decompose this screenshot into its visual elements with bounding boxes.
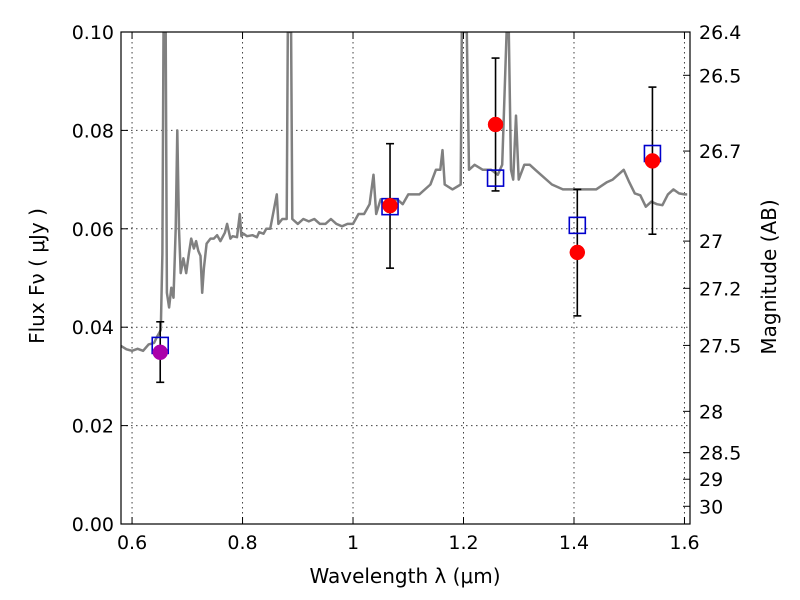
y2-tick-label: 27.2 bbox=[699, 278, 741, 300]
y-tick-label: 0.06 bbox=[72, 219, 114, 241]
y2-tick-label: 28 bbox=[699, 401, 723, 423]
y2-tick-label: 26.4 bbox=[699, 22, 741, 44]
y2-tick-label: 27.5 bbox=[699, 335, 741, 357]
x-tick-label: 0.8 bbox=[227, 532, 257, 554]
spectrum-line bbox=[121, 32, 688, 353]
errorbar-series bbox=[156, 57, 657, 384]
x-tick-label: 1.4 bbox=[559, 532, 589, 554]
x-axis-title: Wavelength λ (μm) bbox=[309, 564, 500, 588]
plot-frame bbox=[120, 31, 691, 525]
observed-point bbox=[487, 116, 504, 133]
y2-axis-title: Magnitude (AB) bbox=[757, 199, 781, 354]
x-tick-label: 1.2 bbox=[448, 532, 478, 554]
grid-lines bbox=[121, 31, 690, 525]
model-square bbox=[486, 169, 505, 187]
y2-tick-label: 26.7 bbox=[699, 141, 741, 163]
y-axis-title: Flux Fν ( μJy ) bbox=[25, 208, 49, 344]
tick-labels: 0.6 0.8 1 1.2 1.4 1.6 0.00 0.02 0.04 0.06 0.08 0.10… bbox=[72, 22, 742, 554]
axis-ticks bbox=[121, 31, 690, 525]
y-tick-label: 0.02 bbox=[72, 416, 114, 438]
observed-point bbox=[569, 244, 586, 261]
y-tick-label: 0.10 bbox=[72, 22, 114, 44]
y-tick-label: 0.00 bbox=[72, 514, 114, 536]
spectrum-series bbox=[121, 32, 688, 353]
y2-tick-label: 26.5 bbox=[699, 65, 741, 87]
x-tick-label: 1.6 bbox=[669, 532, 699, 554]
y2-tick-label: 30 bbox=[699, 496, 723, 518]
observed-point bbox=[644, 153, 661, 169]
x-tick-label: 0.6 bbox=[117, 532, 147, 554]
observed-point bbox=[152, 344, 168, 361]
y2-tick-label: 29 bbox=[699, 469, 723, 491]
observed-series bbox=[152, 116, 661, 361]
y-tick-label: 0.04 bbox=[72, 317, 114, 339]
observed-point bbox=[382, 197, 398, 214]
y-tick-label: 0.08 bbox=[72, 120, 114, 142]
y2-tick-label: 27 bbox=[699, 231, 723, 253]
model-square bbox=[568, 216, 587, 235]
x-tick-label: 1 bbox=[347, 532, 359, 554]
y2-tick-label: 28.5 bbox=[699, 443, 741, 465]
